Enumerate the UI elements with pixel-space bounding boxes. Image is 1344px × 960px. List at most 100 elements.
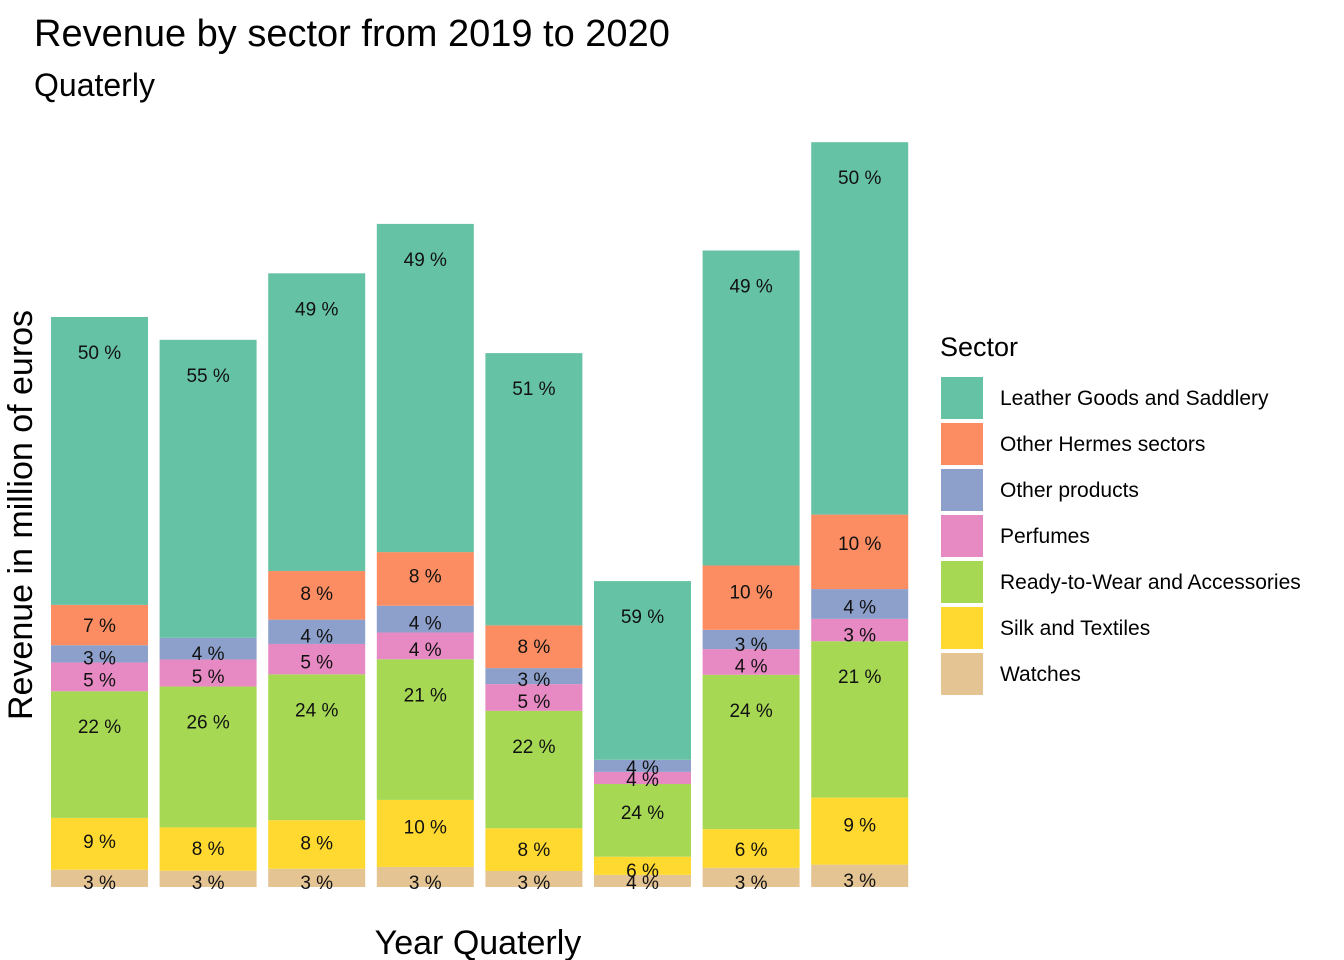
bar-segment	[268, 868, 366, 887]
legend: Sector Leather Goods and Saddlery Other H…	[940, 332, 1301, 695]
data-label: 8 %	[192, 839, 225, 860]
data-label: 26 %	[186, 713, 229, 734]
bar-segment	[594, 771, 691, 785]
bar-segment	[811, 514, 909, 590]
bar-segment	[811, 618, 909, 642]
bar-segment	[702, 674, 800, 830]
data-label: 3 %	[83, 648, 116, 669]
legend-label: Watches	[1000, 663, 1081, 686]
bar-segment	[376, 552, 474, 606]
legend-swatch	[941, 423, 983, 465]
bar-segment	[51, 645, 148, 663]
data-label: 51 %	[512, 379, 555, 400]
data-label: 6 %	[626, 861, 659, 882]
bar-segment	[51, 604, 148, 646]
data-label: 50 %	[78, 343, 121, 364]
data-label: 49 %	[729, 277, 772, 298]
bar-segment	[702, 565, 800, 630]
bar-segment	[811, 641, 909, 798]
data-label: 3 %	[518, 670, 551, 691]
data-label: 24 %	[621, 803, 664, 824]
data-label: 59 %	[621, 607, 664, 628]
bar-segment	[51, 817, 148, 870]
data-label: 8 %	[300, 833, 333, 854]
bar-segment	[159, 339, 257, 638]
bar-segment	[702, 829, 800, 868]
data-label: 24 %	[729, 701, 772, 722]
bar-segment	[51, 691, 148, 818]
bar-segment	[485, 870, 583, 887]
chart-title: Revenue by sector from 2019 to 2020	[34, 13, 670, 55]
data-label: 8 %	[518, 637, 551, 658]
data-label: 8 %	[409, 566, 442, 587]
bar-segment	[811, 589, 909, 619]
data-label: 55 %	[186, 366, 229, 387]
legend-swatch	[941, 561, 983, 603]
data-label: 3 %	[518, 873, 551, 894]
bar-segment	[594, 874, 691, 887]
bar-segment	[159, 827, 257, 871]
data-label: 4 %	[192, 644, 225, 665]
data-label: 5 %	[518, 692, 551, 713]
data-label: 3 %	[192, 873, 225, 894]
bar-segment	[702, 867, 800, 887]
data-label: 49 %	[295, 299, 338, 320]
bar-segment	[376, 866, 474, 887]
legend-swatch	[941, 469, 983, 511]
bar-segment	[594, 759, 691, 772]
bar-segment	[594, 856, 691, 875]
data-label: 3 %	[843, 871, 876, 892]
bar-segment	[159, 659, 257, 687]
data-label: 10 %	[729, 583, 772, 604]
data-label: 7 %	[83, 616, 116, 637]
bar-segment	[376, 605, 474, 633]
data-label: 22 %	[512, 737, 555, 758]
bar-segment	[811, 142, 909, 515]
bar-segment	[268, 273, 366, 572]
bar-segment	[51, 662, 148, 692]
legend-label: Silk and Textiles	[1000, 617, 1150, 640]
bar-segment	[485, 668, 583, 685]
bar-segment	[485, 710, 583, 829]
bar-segment	[594, 784, 691, 857]
legend-label: Ready-to-Wear and Accessories	[1000, 571, 1301, 594]
legend-title: Sector	[940, 332, 1018, 362]
data-label: 3 %	[83, 873, 116, 894]
data-label: 4 %	[409, 640, 442, 661]
legend-swatch	[941, 515, 983, 557]
bar-segment	[811, 797, 909, 865]
legend-swatch	[941, 653, 983, 695]
data-label: 5 %	[192, 667, 225, 688]
bar-segment	[485, 828, 583, 871]
y-axis-title: Revenue in million of euros	[2, 310, 40, 720]
data-label: 4 %	[300, 627, 333, 648]
bar-segment	[51, 869, 148, 887]
legend-label: Leather Goods and Saddlery	[1000, 387, 1269, 410]
bar-segment	[485, 625, 583, 669]
data-label: 22 %	[78, 717, 121, 738]
chart-subtitle: Quaterly	[34, 67, 155, 103]
x-axis-title: Year Quaterly	[375, 924, 582, 960]
bar-segment	[811, 864, 909, 887]
data-label: 4 %	[843, 598, 876, 619]
bar-segment	[376, 659, 474, 800]
data-label: 4 %	[735, 657, 768, 678]
legend-label: Other Hermes sectors	[1000, 433, 1205, 456]
data-label: 6 %	[735, 840, 768, 861]
bar-segment	[268, 643, 366, 675]
bar-segment	[268, 619, 366, 644]
data-label: 3 %	[300, 873, 333, 894]
data-label: 10 %	[838, 534, 881, 555]
bar-segment	[702, 649, 800, 675]
bar-stacks: 3 %9 %22 %5 %3 %7 %50 %3 %8 %26 %5 %4 %5…	[51, 142, 909, 894]
data-label: 24 %	[295, 700, 338, 721]
bar-segment	[51, 317, 148, 605]
data-label: 4 %	[409, 613, 442, 634]
data-label: 8 %	[300, 584, 333, 605]
bar-segment	[268, 674, 366, 821]
data-label: 4 %	[626, 770, 659, 791]
data-label: 3 %	[735, 635, 768, 656]
bar-segment	[485, 353, 583, 626]
data-label: 4 %	[626, 873, 659, 894]
